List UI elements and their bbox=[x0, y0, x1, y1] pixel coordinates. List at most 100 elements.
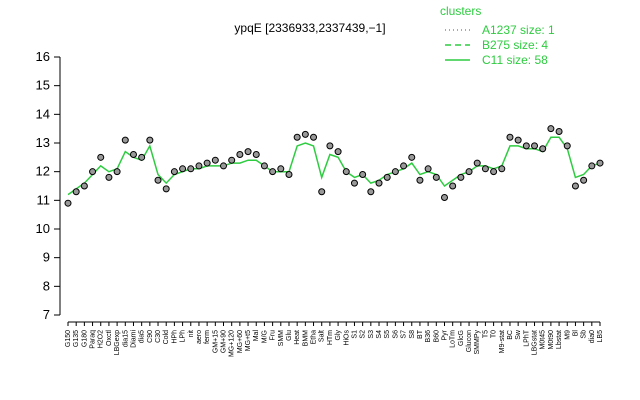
data-point bbox=[203, 159, 211, 167]
x-tick-label: M0t90 bbox=[548, 330, 555, 350]
x-tick-label: C90 bbox=[147, 330, 154, 343]
data-point bbox=[285, 171, 293, 179]
x-tick-label: MG+120 bbox=[229, 330, 236, 357]
x-tick-label: LB5 bbox=[597, 330, 604, 343]
data-point bbox=[481, 165, 489, 173]
x-tick-label: Mal bbox=[253, 330, 260, 342]
data-point bbox=[588, 162, 596, 170]
x-tick-label: GM+15 bbox=[212, 330, 219, 353]
x-tick-label: T5 bbox=[482, 330, 489, 338]
y-tick-label: 14 bbox=[36, 106, 50, 121]
data-point bbox=[473, 159, 481, 167]
x-tick-label: M/G bbox=[261, 330, 268, 343]
data-point bbox=[293, 133, 301, 141]
data-point bbox=[269, 168, 277, 176]
data-point bbox=[539, 145, 547, 153]
data-point bbox=[179, 165, 187, 173]
y-tick-label: 8 bbox=[43, 278, 50, 293]
data-point bbox=[596, 159, 604, 167]
x-tick-label: BC bbox=[507, 330, 514, 340]
data-point bbox=[252, 150, 260, 158]
data-point bbox=[490, 168, 498, 176]
data-point bbox=[342, 168, 350, 176]
x-tick-label: Salt bbox=[319, 330, 326, 342]
x-tick-label: B36 bbox=[425, 330, 432, 343]
x-tick-label: dia15 bbox=[122, 330, 129, 347]
y-tick-label: 12 bbox=[36, 164, 50, 179]
x-tick-label: Cold bbox=[163, 330, 170, 345]
x-tick-label: LPh bbox=[180, 330, 187, 343]
y-tick-label: 11 bbox=[37, 192, 51, 207]
data-point bbox=[310, 133, 318, 141]
x-tick-label: HiOs bbox=[343, 330, 350, 346]
x-tick-label: Sw bbox=[515, 329, 522, 340]
x-tick-label: Glu bbox=[286, 330, 293, 341]
x-tick-label: C30 bbox=[155, 330, 162, 343]
data-point bbox=[391, 168, 399, 176]
x-tick-label: SMMPy bbox=[474, 330, 481, 355]
x-tick-label: H2O2 bbox=[98, 330, 105, 348]
x-tick-label: BT bbox=[417, 329, 424, 339]
data-point bbox=[121, 136, 129, 144]
data-point bbox=[80, 182, 88, 190]
x-tick-label: SMM bbox=[278, 330, 285, 347]
x-tick-label: HTm bbox=[327, 330, 334, 345]
data-point bbox=[228, 156, 236, 164]
x-tick-label: Etha bbox=[311, 330, 318, 345]
x-tick-label: S8 bbox=[409, 330, 416, 339]
data-point bbox=[89, 168, 97, 176]
x-tick-label: aero bbox=[196, 330, 203, 344]
legend-label: B275 size: 4 bbox=[482, 38, 548, 52]
legend-label: C11 size: 58 bbox=[482, 53, 548, 67]
data-point bbox=[522, 142, 530, 150]
data-point bbox=[580, 176, 588, 184]
x-tick-label: S1 bbox=[351, 330, 358, 339]
data-point bbox=[449, 182, 457, 190]
x-tick-label: Bl bbox=[572, 330, 579, 337]
y-tick-label: 9 bbox=[43, 250, 50, 265]
data-point bbox=[318, 188, 326, 196]
legend-label: A1237 size: 1 bbox=[482, 23, 555, 37]
data-point bbox=[555, 128, 563, 136]
series-line bbox=[67, 136, 601, 196]
y-tick-label: 13 bbox=[36, 135, 50, 150]
x-tick-label: M9 bbox=[564, 330, 571, 340]
y-tick-label: 15 bbox=[36, 78, 50, 93]
data-point bbox=[457, 173, 465, 181]
data-point bbox=[350, 179, 358, 187]
x-tick-label: LoTm bbox=[450, 330, 457, 348]
x-tick-label: S5 bbox=[384, 330, 391, 339]
data-point bbox=[105, 173, 113, 181]
data-point bbox=[146, 136, 154, 144]
x-tick-label: Glucon bbox=[466, 330, 473, 352]
x-tick-label: S7 bbox=[401, 330, 408, 339]
x-tick-label: ferm bbox=[204, 330, 211, 344]
data-point bbox=[162, 185, 170, 193]
x-tick-label: Lbstat bbox=[556, 330, 563, 349]
data-point bbox=[408, 153, 416, 161]
data-point bbox=[170, 168, 178, 176]
x-tick-label: Heat bbox=[294, 330, 301, 345]
data-point bbox=[416, 176, 424, 184]
x-tick-label: GlcG bbox=[458, 330, 465, 346]
data-point bbox=[359, 171, 367, 179]
x-tick-label: LPhT bbox=[523, 329, 530, 346]
data-point bbox=[375, 179, 383, 187]
data-point bbox=[64, 199, 72, 207]
data-point bbox=[514, 136, 522, 144]
x-tick-label: Gly bbox=[335, 330, 342, 341]
data-point bbox=[367, 188, 375, 196]
data-point bbox=[236, 150, 244, 158]
x-tick-label: Paraq bbox=[90, 330, 97, 349]
data-point bbox=[301, 130, 309, 138]
data-point bbox=[440, 193, 448, 201]
x-tick-label: S2 bbox=[360, 330, 367, 339]
data-point bbox=[506, 133, 514, 141]
data-point bbox=[400, 162, 408, 170]
data-point bbox=[498, 165, 506, 173]
x-tick-label: S3 bbox=[368, 330, 375, 339]
x-tick-label: G180 bbox=[81, 330, 88, 347]
data-point bbox=[129, 150, 137, 158]
x-tick-label: MG+60 bbox=[237, 330, 244, 353]
